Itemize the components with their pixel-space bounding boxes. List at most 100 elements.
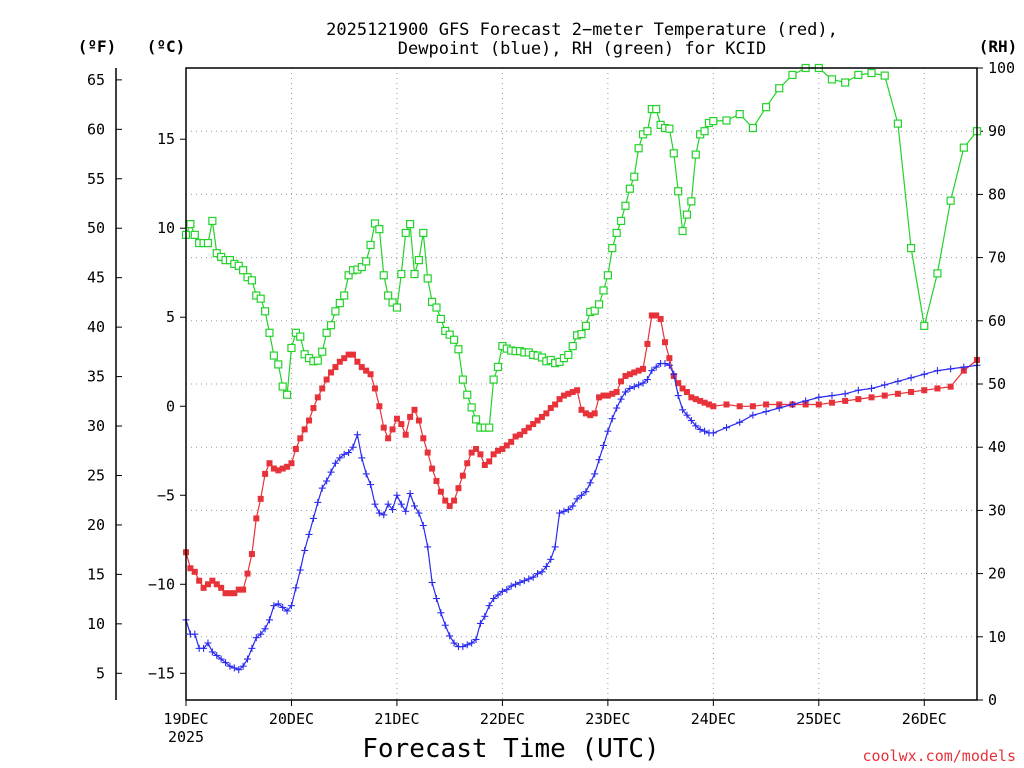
fahrenheit-tick-label: 15 (87, 565, 105, 583)
dewpoint-point (318, 484, 326, 492)
dewpoint-point (692, 422, 700, 430)
temperature-point (560, 392, 567, 399)
dewpoint-point (670, 370, 678, 378)
temperature-point (653, 312, 660, 319)
rh-point (234, 261, 243, 270)
rh-point (370, 219, 380, 228)
temperature-point (921, 387, 928, 394)
temperature-point (367, 371, 374, 378)
dewpoint-point (292, 584, 300, 592)
temperature-point (341, 355, 348, 362)
dewpoint-point (336, 454, 344, 462)
rh-point (625, 184, 634, 193)
rh-point (366, 240, 375, 250)
celsius-tick-label: −5 (157, 486, 175, 504)
dewpoint-point (252, 634, 260, 642)
dewpoint-point (687, 416, 695, 424)
rh-point (590, 306, 599, 315)
temperature-point (547, 405, 554, 412)
rh-point (489, 375, 498, 384)
dewpoint-point (604, 427, 612, 435)
dewpoint-point (314, 498, 322, 506)
rh-tick-label: 70 (988, 249, 1006, 267)
dewpoint-point (327, 468, 335, 476)
rh-point (643, 127, 652, 136)
temperature-point (613, 389, 620, 396)
dewpoint-point (551, 543, 559, 551)
dewpoint-point (239, 662, 247, 670)
dewpoint-point (389, 506, 397, 514)
temperature-point (631, 369, 638, 376)
rh-point (458, 375, 467, 384)
rh-point (581, 321, 590, 330)
dewpoint-point (428, 579, 436, 587)
temperature-point (947, 383, 954, 390)
rh-point (630, 172, 639, 181)
dewpoint-point (274, 600, 282, 608)
rh-tick-label: 100 (988, 59, 1015, 77)
dewpoint-point (665, 361, 673, 369)
temperature-point (495, 447, 502, 454)
rh-point (722, 116, 731, 125)
dewpoint-point (301, 546, 309, 554)
temperature-point (398, 421, 405, 428)
dewpoint-point (613, 404, 621, 412)
rh-point (485, 423, 494, 432)
rh-point (761, 103, 771, 112)
dewpoint-point (270, 602, 278, 610)
dewpoint-point (230, 664, 238, 672)
fahrenheit-tick-label: 25 (87, 466, 105, 484)
rh-tick-label: 40 (988, 438, 1006, 456)
dewpoint-point (907, 374, 915, 382)
temperature-point (688, 394, 695, 401)
dewpoint-point (257, 630, 265, 638)
dewpoint-point (411, 502, 419, 510)
dewpoint-point (349, 443, 357, 451)
dewpoint-point (868, 384, 876, 392)
rh-point (414, 256, 424, 265)
temperature-point (868, 394, 875, 401)
rh-point (920, 321, 929, 330)
temperature-point (582, 410, 589, 417)
temperature-point (385, 435, 392, 442)
temperature-point (442, 497, 449, 504)
rh-point (449, 335, 459, 344)
celsius-tick-label: 0 (166, 397, 175, 415)
dewpoint-point (933, 367, 941, 375)
dewpoint-point (309, 514, 317, 522)
dewpoint-point (621, 388, 629, 396)
rh-point (880, 71, 889, 80)
temperature-point (345, 351, 352, 358)
temperature-point (244, 570, 251, 577)
celsius-axis-label: (ºC) (147, 37, 186, 56)
rh-point (427, 297, 437, 306)
celsius-tick-label: 10 (157, 219, 175, 237)
temperature-point (622, 372, 629, 379)
temperature-point (301, 426, 308, 433)
temperature-point (618, 378, 625, 385)
rh-point (841, 78, 850, 87)
rh-point (296, 332, 305, 341)
dewpoint-point (191, 630, 199, 638)
rh-point (208, 216, 217, 226)
rh-point (445, 330, 454, 339)
temperature-point (477, 451, 484, 458)
temperature-point (710, 403, 717, 410)
rh-axis-label: (RH) (979, 37, 1018, 56)
temperature-point (525, 424, 532, 431)
dewpoint-point (424, 543, 432, 551)
temperature-point (538, 413, 545, 420)
fahrenheit-tick-label: 35 (87, 368, 105, 386)
dewpoint-point (485, 602, 493, 610)
temperature-point (723, 401, 730, 408)
temperature-point (446, 502, 453, 509)
dewpoint-point (371, 500, 379, 508)
temperature-point (363, 367, 370, 374)
rh-point (432, 303, 441, 312)
temperature-point (516, 431, 523, 438)
dewpoint-point (419, 522, 427, 530)
fahrenheit-tick-label: 60 (87, 120, 105, 138)
rh-point (608, 244, 617, 253)
rh-point (709, 116, 718, 126)
dewpoint-point (775, 404, 783, 412)
